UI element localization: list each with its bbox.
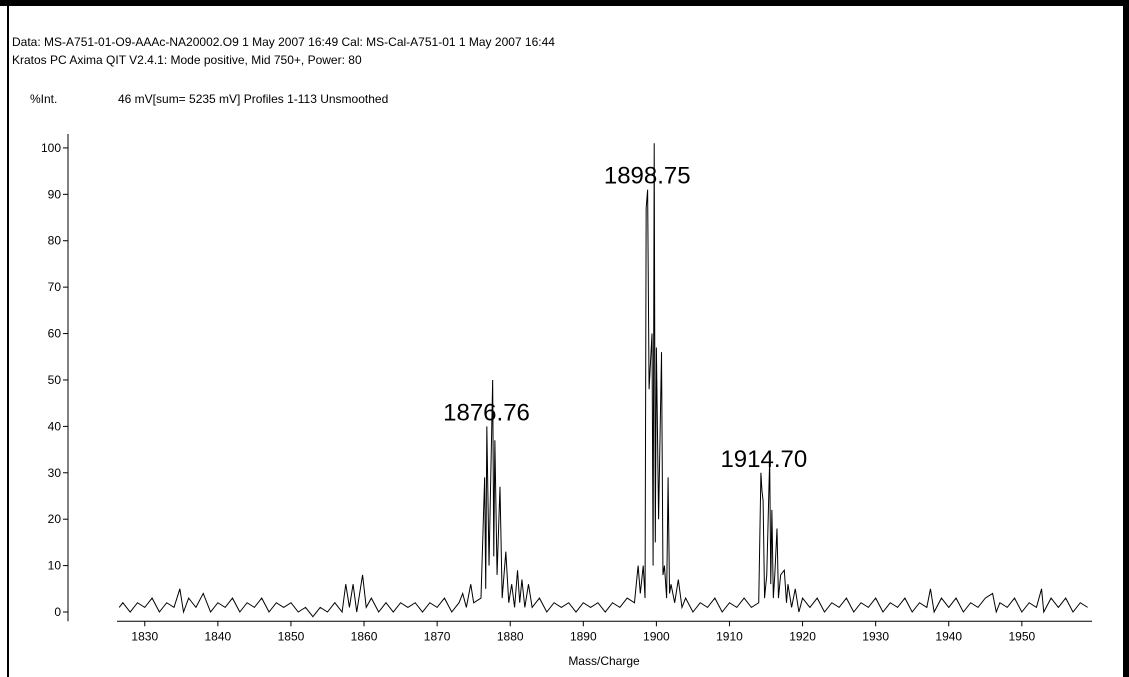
y-tick-label: 80 (48, 234, 62, 248)
y-tick-label: 70 (48, 280, 62, 294)
y-tick-label: 10 (48, 559, 62, 573)
x-tick-label: 1940 (935, 629, 962, 643)
frame-top (0, 0, 1129, 6)
peak-label: 1898.75 (604, 163, 691, 190)
x-tick-label: 1950 (1008, 629, 1035, 643)
y-tick-label: 40 (48, 419, 62, 433)
header-line: Kratos PC Axima QIT V2.4.1: Mode positiv… (12, 53, 362, 67)
x-axis-label: Mass/Charge (568, 654, 640, 668)
x-tick-label: 1880 (497, 629, 524, 643)
x-tick-label: 1830 (131, 629, 158, 643)
x-tick-label: 1900 (643, 629, 670, 643)
y-axis-label: %Int. (30, 92, 57, 106)
x-tick-label: 1840 (205, 629, 232, 643)
x-tick-label: 1930 (862, 629, 889, 643)
x-tick-label: 1860 (351, 629, 378, 643)
x-tick-label: 1910 (716, 629, 743, 643)
spectrum-line (118, 143, 1088, 618)
y-tick-label: 50 (48, 373, 62, 387)
y-tick-label: 60 (48, 327, 62, 341)
y-tick-label: 20 (48, 512, 62, 526)
x-tick-label: 1870 (424, 629, 451, 643)
x-tick-label: 1920 (789, 629, 816, 643)
y-tick-label: 0 (54, 605, 61, 619)
frame-right (1123, 0, 1129, 677)
info: 46 mV[sum= 5235 mV] Profiles 1-113 Unsmo… (118, 92, 388, 106)
peak-label: 1914.70 (720, 446, 807, 473)
x-tick-label: 1890 (570, 629, 597, 643)
peak-label: 1876.76 (443, 399, 530, 426)
frame-left (7, 0, 9, 677)
header-line: Data: MS-A751-01-O9-AAAc-NA20002.O9 1 Ma… (12, 35, 555, 49)
y-tick-label: 30 (48, 466, 62, 480)
y-tick-label: 90 (48, 187, 62, 201)
y-tick-label: 100 (41, 141, 61, 155)
x-tick-label: 1850 (278, 629, 305, 643)
